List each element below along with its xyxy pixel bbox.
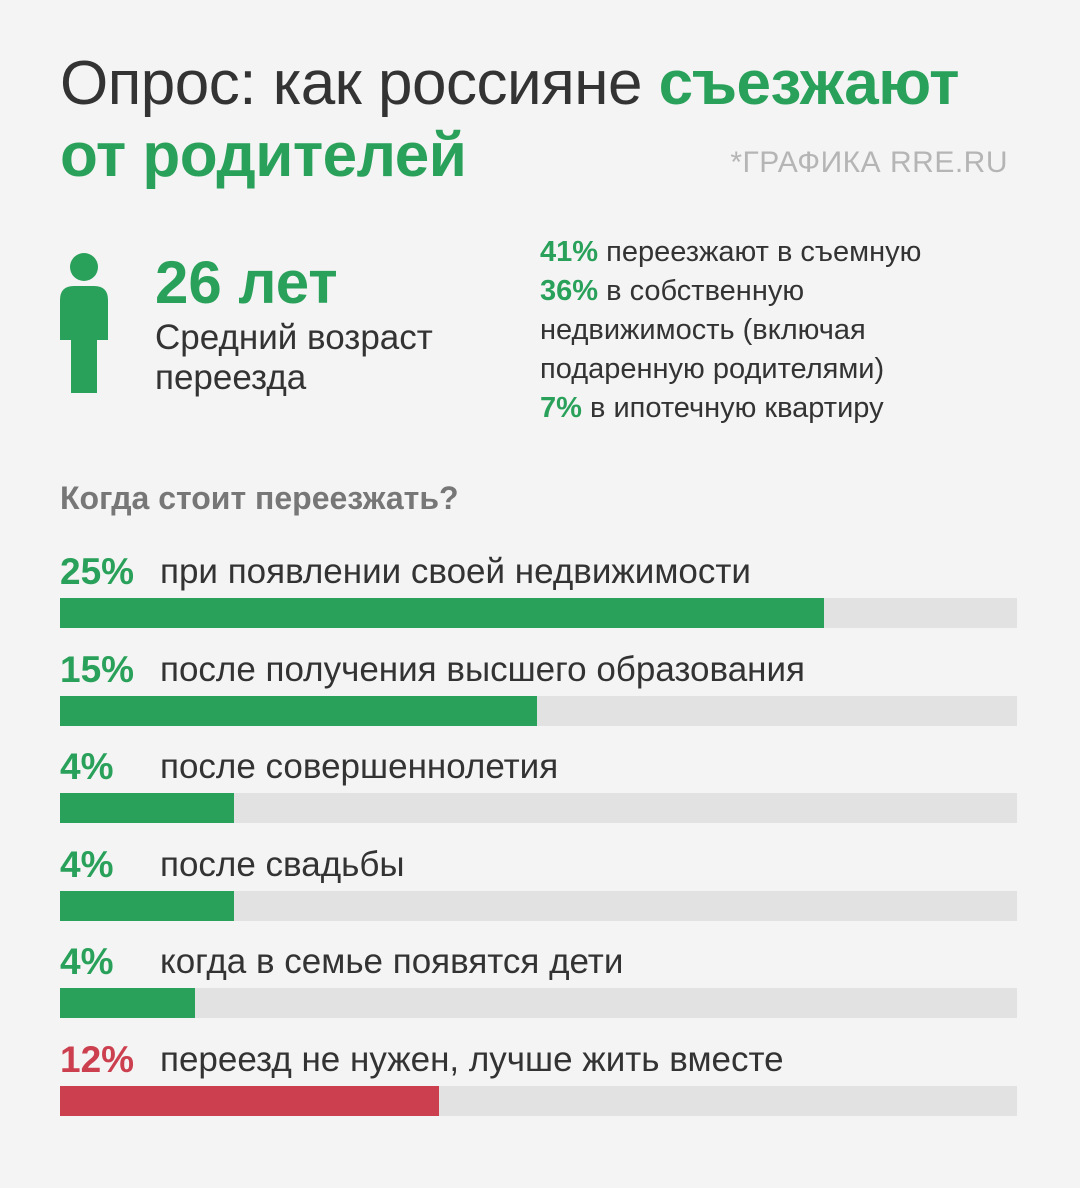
bar-row: 4% после совершеннолетия	[60, 745, 1017, 843]
person-icon	[60, 253, 108, 393]
stat-percent: 36%	[540, 275, 599, 307]
bar-data-label: 25%	[60, 551, 135, 592]
bar-track	[60, 793, 1017, 824]
bar-row: 25% при появлении своей недвижимости	[60, 550, 1017, 648]
stat-percent: 7%	[540, 392, 582, 424]
stat-line: недвижимость (включая	[540, 311, 990, 350]
stat-text: подаренную родителями)	[540, 353, 885, 385]
bar-row: 12% переезд не нужен, лучше жить вместе	[60, 1038, 1017, 1136]
chart-title: Когда стоит переезжать?	[60, 480, 459, 516]
bar-category-label: после свадьбы	[160, 844, 405, 884]
average-age-caption-line: переезда	[155, 358, 307, 397]
bar-row: 4% когда в семье появятся дети	[60, 940, 1017, 1038]
bar-data-label: 4%	[60, 941, 114, 983]
bar-track	[60, 695, 1017, 726]
stat-text: недвижимость (включая	[540, 314, 866, 346]
average-age-value: 26 лет	[155, 249, 338, 316]
bar-data-label: 15%	[60, 648, 135, 690]
title-highlight-1: съезжают	[658, 49, 960, 118]
bar-track	[60, 598, 1017, 628]
title-plain: Опрос: как россияне	[60, 49, 659, 118]
bar-category-label: при появлении своей недвижимости	[160, 552, 751, 591]
stat-text: в ипотечную квартиру	[589, 392, 884, 424]
bar-category-label: после совершеннолетия	[160, 747, 559, 787]
bar-row: 15% после получения высшего образования	[60, 648, 1017, 746]
bar-data-label: 4%	[60, 746, 114, 788]
stat-text: переезжают в съемную	[606, 236, 922, 268]
bar-fill	[60, 890, 235, 921]
bar-data-label: 4%	[60, 843, 114, 885]
bar-fill	[60, 695, 537, 726]
bar-category-label: после получения высшего образования	[160, 649, 806, 689]
moving-stats: 41% переезжают в съемную 36% в собственн…	[540, 233, 990, 428]
bar-chart: 25% при появлении своей недвижимости 15% п…	[60, 550, 1017, 1136]
bar-category-label: переезд не нужен, лучше жить вместе	[160, 1039, 784, 1079]
stat-line: 36% в собственную	[540, 272, 990, 311]
bar-fill	[60, 988, 195, 1019]
bar-row: 4% после свадьбы	[60, 843, 1017, 941]
bar-track	[60, 988, 1017, 1019]
bar-data-label: 12%	[60, 1038, 135, 1080]
bar-track	[60, 1085, 1017, 1116]
title-highlight-2: от родителей	[60, 121, 467, 190]
stat-percent: 41%	[540, 236, 599, 268]
bar-category-label: когда в семье появятся дети	[160, 942, 624, 982]
bar-fill	[60, 1085, 440, 1116]
average-age-caption-line: Средний возраст	[155, 318, 433, 357]
credit-label: *ГРАФИКА RRE.RU	[730, 146, 1008, 179]
stat-line: 7% в ипотечную квартиру	[540, 389, 990, 428]
stat-text: в собственную	[606, 275, 805, 307]
bar-fill	[60, 598, 825, 628]
stat-line: 41% переезжают в съемную	[540, 233, 990, 272]
bar-track	[60, 890, 1017, 921]
bar-fill	[60, 793, 235, 824]
page-title: Опрос: как россияне съезжают от родителе…	[60, 48, 1020, 192]
average-age-caption: Средний возраст переезда	[155, 318, 433, 398]
stat-line: подаренную родителями)	[540, 350, 990, 389]
